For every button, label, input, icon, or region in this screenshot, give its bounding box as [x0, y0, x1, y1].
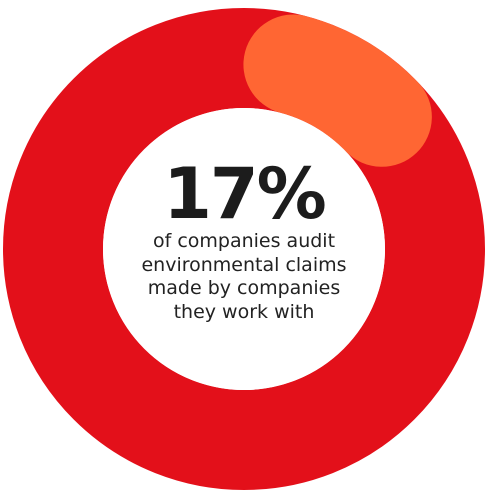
- caption-line: of companies audit: [152, 230, 336, 252]
- donut-slice-highlight: [243, 14, 432, 167]
- caption-line: made by companies: [147, 277, 341, 299]
- center-value: 17%: [163, 153, 327, 235]
- caption-line: they work with: [173, 300, 315, 323]
- caption-line: environmental claims: [141, 253, 347, 276]
- center-label: 17% of companies audit environmental cla…: [94, 153, 394, 324]
- donut-hole: [103, 108, 385, 390]
- center-caption: of companies audit environmental claims …: [94, 230, 394, 324]
